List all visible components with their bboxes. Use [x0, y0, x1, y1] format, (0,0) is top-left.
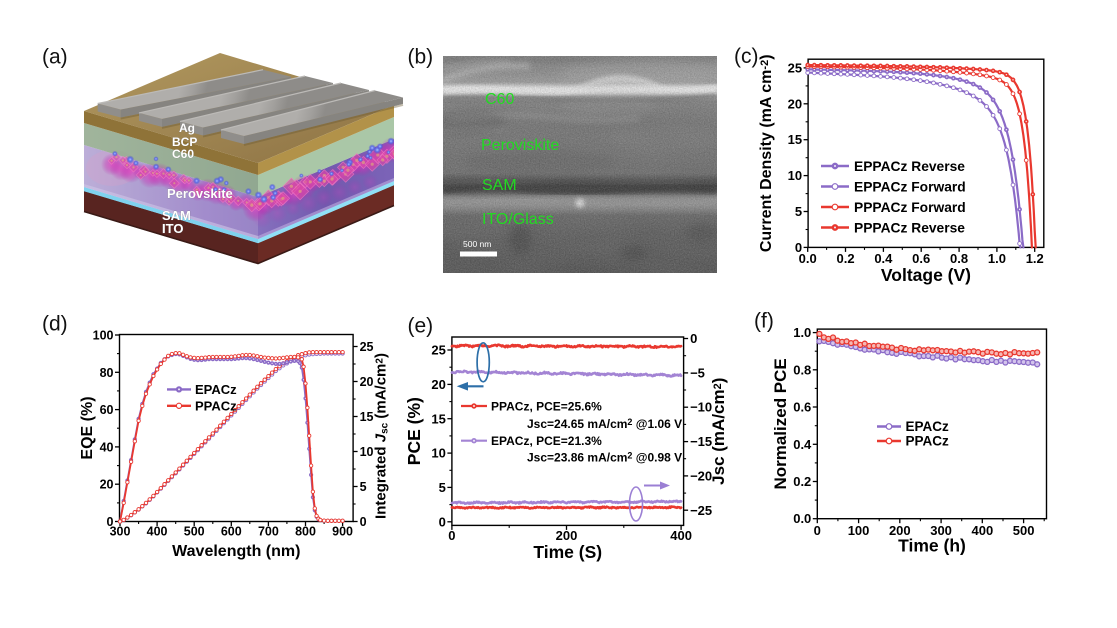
svg-text:500: 500 — [1013, 523, 1035, 538]
svg-text:Normalized PCE: Normalized PCE — [771, 358, 790, 489]
svg-text:400: 400 — [971, 523, 993, 538]
svg-text:5: 5 — [439, 480, 446, 495]
svg-text:Jsc (mA/cm2): Jsc (mA/cm2) — [709, 378, 728, 485]
svg-text:Peroviskite: Peroviskite — [481, 137, 559, 154]
svg-text:Ag: Ag — [179, 121, 195, 135]
svg-text:300: 300 — [110, 525, 131, 539]
svg-text:600: 600 — [221, 525, 242, 539]
svg-text:−15: −15 — [690, 434, 712, 449]
svg-text:0.2: 0.2 — [793, 474, 811, 489]
svg-text:PPACz: PPACz — [195, 398, 237, 413]
svg-text:0: 0 — [439, 514, 446, 529]
svg-text:200: 200 — [556, 528, 578, 543]
svg-text:0: 0 — [360, 515, 367, 529]
svg-text:10: 10 — [788, 168, 802, 183]
svg-text:5: 5 — [360, 480, 367, 494]
svg-text:(d): (d) — [42, 313, 68, 336]
svg-text:25: 25 — [431, 343, 445, 358]
svg-text:5: 5 — [795, 204, 802, 219]
svg-text:Jsc=24.65 mA/cm2 @1.06 V: Jsc=24.65 mA/cm2 @1.06 V — [527, 417, 682, 431]
svg-text:C60: C60 — [485, 91, 514, 108]
svg-text:20: 20 — [788, 96, 802, 111]
svg-text:1.2: 1.2 — [1026, 251, 1044, 266]
svg-text:0: 0 — [690, 331, 697, 346]
svg-text:C60: C60 — [172, 147, 194, 161]
svg-text:PCE (%): PCE (%) — [404, 397, 424, 465]
svg-text:300: 300 — [930, 523, 952, 538]
svg-text:100: 100 — [848, 523, 870, 538]
svg-text:60: 60 — [100, 403, 114, 417]
svg-text:15: 15 — [788, 132, 802, 147]
svg-text:EPACz: EPACz — [195, 382, 237, 397]
svg-text:PPACz, PCE=25.6%: PPACz, PCE=25.6% — [491, 400, 602, 414]
svg-text:PPACz: PPACz — [906, 434, 950, 449]
svg-text:Time (S): Time (S) — [533, 542, 602, 562]
svg-text:20: 20 — [100, 478, 114, 492]
svg-text:0.8: 0.8 — [950, 251, 968, 266]
svg-text:−20: −20 — [690, 468, 712, 483]
svg-text:(b): (b) — [408, 46, 434, 69]
svg-text:0.0: 0.0 — [799, 251, 817, 266]
svg-text:700: 700 — [258, 525, 279, 539]
svg-text:400: 400 — [147, 525, 168, 539]
svg-text:0.4: 0.4 — [793, 437, 812, 452]
svg-text:EPACz, PCE=21.3%: EPACz, PCE=21.3% — [491, 434, 602, 448]
svg-text:900: 900 — [332, 525, 353, 539]
svg-text:Time (h): Time (h) — [898, 536, 966, 556]
svg-text:(c): (c) — [734, 45, 759, 68]
svg-text:PPPACz Forward: PPPACz Forward — [854, 200, 966, 215]
svg-text:20: 20 — [360, 375, 374, 389]
svg-text:EQE (%): EQE (%) — [79, 396, 96, 459]
svg-text:0.6: 0.6 — [793, 400, 811, 415]
svg-text:500 nm: 500 nm — [463, 239, 491, 249]
svg-text:SAM: SAM — [482, 177, 517, 194]
svg-text:400: 400 — [670, 528, 692, 543]
svg-text:0: 0 — [814, 523, 821, 538]
svg-text:800: 800 — [295, 525, 316, 539]
svg-text:20: 20 — [431, 377, 445, 392]
svg-text:200: 200 — [889, 523, 911, 538]
svg-text:(e): (e) — [408, 315, 434, 338]
svg-text:Voltage (V): Voltage (V) — [881, 265, 971, 285]
svg-text:ITO: ITO — [162, 221, 183, 236]
svg-text:Jsc=23.86 mA/cm2 @0.98 V: Jsc=23.86 mA/cm2 @0.98 V — [527, 451, 682, 465]
svg-text:10: 10 — [431, 446, 445, 461]
svg-text:15: 15 — [360, 410, 374, 424]
svg-text:Integrated Jsc (mA/cm2): Integrated Jsc (mA/cm2) — [373, 353, 391, 519]
svg-text:ITO/Glass: ITO/Glass — [482, 211, 554, 228]
svg-text:−10: −10 — [690, 400, 712, 415]
svg-text:10: 10 — [360, 445, 374, 459]
svg-text:0.8: 0.8 — [793, 362, 811, 377]
svg-text:0: 0 — [107, 515, 114, 529]
svg-text:15: 15 — [431, 411, 445, 426]
svg-text:0: 0 — [448, 528, 455, 543]
svg-text:EPPACz Forward: EPPACz Forward — [854, 180, 966, 195]
svg-text:Wavelength (nm): Wavelength (nm) — [172, 543, 300, 560]
svg-text:0.4: 0.4 — [874, 251, 893, 266]
svg-text:1.0: 1.0 — [793, 325, 811, 340]
svg-text:EPPACz Reverse: EPPACz Reverse — [854, 159, 965, 174]
svg-text:0: 0 — [795, 240, 802, 255]
svg-text:1.0: 1.0 — [988, 251, 1006, 266]
svg-text:0.2: 0.2 — [837, 251, 855, 266]
svg-text:PPPACz Reverse: PPPACz Reverse — [854, 221, 965, 236]
svg-text:0.0: 0.0 — [793, 511, 811, 526]
svg-text:BCP: BCP — [172, 135, 197, 149]
svg-text:80: 80 — [100, 366, 114, 380]
svg-text:40: 40 — [100, 440, 114, 454]
svg-text:500: 500 — [184, 525, 205, 539]
svg-text:0.6: 0.6 — [912, 251, 930, 266]
svg-text:100: 100 — [93, 329, 114, 343]
svg-text:25: 25 — [788, 60, 802, 75]
svg-text:SAM: SAM — [162, 208, 191, 223]
svg-text:(a): (a) — [42, 46, 68, 69]
svg-text:EPACz: EPACz — [906, 419, 950, 434]
svg-text:(f): (f) — [754, 310, 774, 333]
svg-text:−25: −25 — [690, 503, 712, 518]
svg-text:Perovskite: Perovskite — [167, 186, 233, 201]
svg-text:−5: −5 — [690, 365, 705, 380]
svg-text:25: 25 — [360, 340, 374, 354]
svg-text:Current Density (mA cm-2): Current Density (mA cm-2) — [758, 54, 775, 252]
